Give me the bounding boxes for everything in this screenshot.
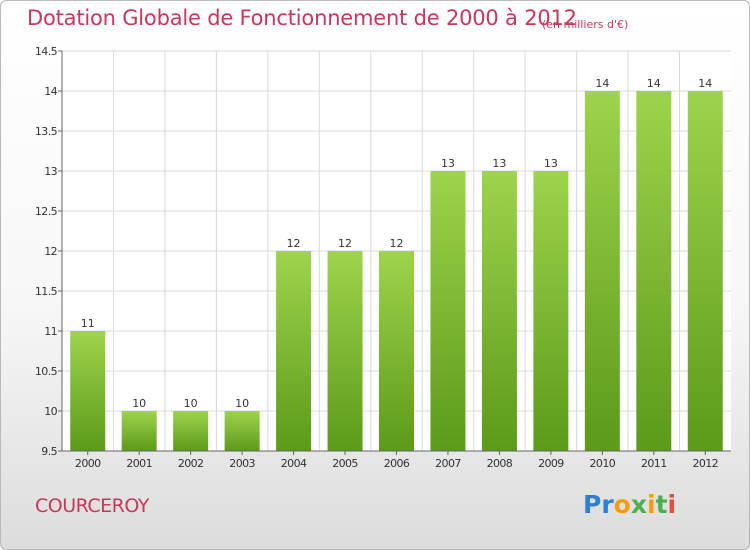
bar-2007[interactable] — [430, 171, 466, 451]
logo-letter: P — [583, 490, 602, 519]
bar-2002[interactable] — [173, 411, 209, 451]
x-tick-label: 2008 — [487, 457, 513, 470]
commune-name: COURCEROY — [35, 495, 149, 517]
x-tick-label: 2001 — [126, 457, 152, 470]
bar-value-label: 10 — [235, 397, 249, 410]
x-tick-label: 2003 — [229, 457, 255, 470]
x-tick-label: 2002 — [178, 457, 204, 470]
chart-title: Dotation Globale de Fonctionnement de 20… — [27, 6, 577, 30]
bar-value-label: 12 — [287, 237, 301, 250]
y-tick-label: 10 — [44, 405, 57, 418]
bar-value-label: 14 — [698, 77, 712, 90]
logo-letter: i — [667, 490, 677, 519]
x-tick-label: 2009 — [538, 457, 564, 470]
x-tick-label: 2010 — [590, 457, 616, 470]
bar-2006[interactable] — [379, 251, 414, 451]
y-tick-label: 12 — [44, 245, 57, 258]
bar-value-label: 13 — [492, 157, 506, 170]
bar-2003[interactable] — [224, 411, 260, 451]
y-tick-label: 12.5 — [35, 205, 58, 218]
bar-value-label: 12 — [390, 237, 404, 250]
x-tick-label: 2011 — [641, 457, 667, 470]
logo-letter: r — [601, 490, 614, 519]
x-tick-label: 2012 — [692, 457, 718, 470]
logo-letter: i — [647, 490, 656, 519]
y-tick-label: 11 — [44, 325, 57, 338]
x-tick-label: 2005 — [332, 457, 358, 470]
y-tick-label: 10.5 — [35, 365, 58, 378]
proxiti-logo[interactable]: Proxiti — [583, 490, 693, 526]
logo-letter: t — [655, 490, 668, 519]
y-tick-label: 11.5 — [35, 285, 58, 298]
x-tick-label: 2000 — [75, 457, 101, 470]
bar-value-label: 11 — [81, 317, 95, 330]
bar-2005[interactable] — [327, 251, 363, 451]
bar-2001[interactable] — [121, 411, 157, 451]
bar-2012[interactable] — [687, 91, 723, 451]
bar-value-label: 14 — [647, 77, 661, 90]
bar-value-label: 13 — [544, 157, 558, 170]
x-tick-label: 2007 — [435, 457, 461, 470]
y-tick-label: 14.5 — [35, 45, 58, 58]
bar-value-label: 10 — [184, 397, 198, 410]
chart-subtitle: (en milliers d'€) — [542, 18, 629, 31]
bar-value-label: 10 — [132, 397, 146, 410]
bar-2009[interactable] — [533, 171, 569, 451]
logo-letter: x — [630, 490, 647, 519]
x-tick-label: 2004 — [281, 457, 307, 470]
bar-2008[interactable] — [481, 171, 517, 451]
bar-value-label: 13 — [441, 157, 455, 170]
logo-letter: o — [613, 490, 631, 519]
bar-value-label: 14 — [595, 77, 609, 90]
bar-value-label: 12 — [338, 237, 352, 250]
bar-2010[interactable] — [584, 91, 620, 451]
x-tick-label: 2006 — [384, 457, 410, 470]
bar-2000[interactable] — [70, 331, 106, 451]
y-tick-label: 14 — [44, 85, 57, 98]
y-tick-label: 13 — [44, 165, 57, 178]
y-tick-label: 13.5 — [35, 125, 58, 138]
bar-2011[interactable] — [636, 91, 672, 451]
y-tick-label: 9.5 — [41, 445, 57, 458]
bar-2004[interactable] — [276, 251, 312, 451]
